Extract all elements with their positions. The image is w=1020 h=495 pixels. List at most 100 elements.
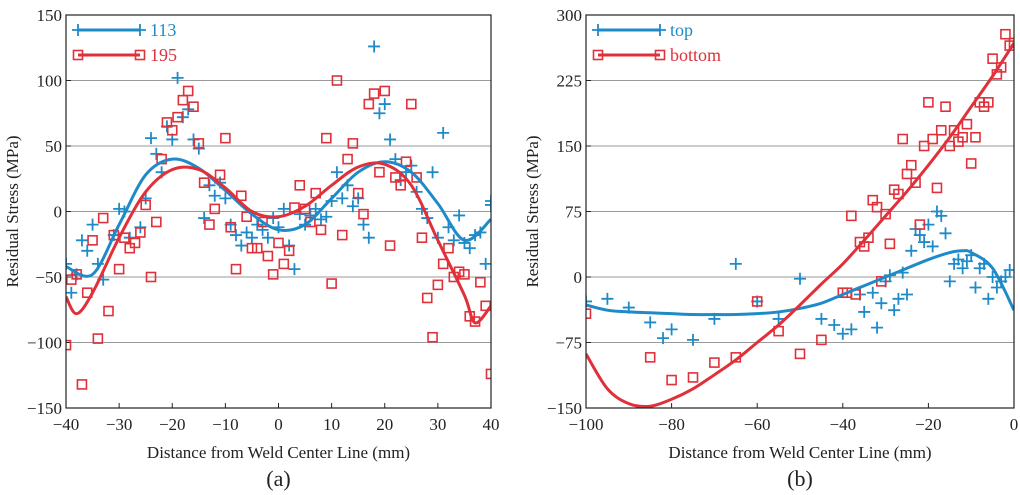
point-a-plus-74: [463, 242, 476, 255]
point-a-square-33: [236, 190, 247, 202]
point-b-square-12: [846, 210, 857, 222]
legend-label-a-1: 195: [150, 45, 177, 65]
point-b-plus-0: [586, 295, 592, 308]
y-axis-label-b: Residual Stress (MPa): [523, 135, 542, 287]
legend-b: top bottom: [592, 20, 721, 65]
legend-marker-b-1-right: [654, 49, 666, 61]
point-a-square-55: [352, 187, 364, 199]
point-a-plus-21: [182, 103, 195, 116]
point-a-square-9: [108, 229, 120, 241]
point-a-square-27: [204, 219, 215, 230]
x-tick-label-b-4: −20: [915, 415, 942, 434]
point-a-square-72: [443, 242, 454, 254]
legend-marker-b-0-right: [654, 24, 666, 36]
point-a-square-60: [379, 85, 391, 97]
point-b-square-39: [961, 118, 973, 130]
x-tick-label-a-2: −20: [159, 415, 186, 434]
x-tick-label-b-2: −60: [744, 415, 771, 434]
point-a-square-59: [374, 166, 385, 178]
point-b-square-50: [1008, 37, 1014, 49]
point-a-plus-5: [86, 218, 99, 231]
plot-frame-a: [65, 14, 492, 409]
point-b-square-25: [901, 168, 913, 180]
plot-frame-b: [585, 14, 1015, 409]
x-tick-label-a-6: 20: [376, 415, 393, 434]
point-b-plus-12: [815, 312, 828, 325]
fit-line-b-1: [586, 42, 1014, 408]
point-a-square-50: [326, 278, 337, 289]
point-b-plus-15: [845, 323, 858, 336]
point-a-square-34: [241, 211, 252, 223]
point-b-plus-3: [644, 316, 657, 329]
point-b-square-27: [910, 177, 921, 188]
point-b-plus-10: [772, 312, 785, 325]
point-a-square-5: [87, 235, 98, 246]
point-a-square-38: [262, 250, 274, 262]
y-tick-label-a-6: 150: [37, 6, 63, 25]
point-a-plus-33: [245, 231, 258, 244]
point-a-square-8: [103, 305, 114, 317]
point-b-plus-36: [943, 275, 956, 288]
point-b-plus-42: [969, 281, 982, 294]
point-a-plus-50: [336, 192, 349, 205]
point-b-plus-27: [905, 244, 918, 257]
x-tick-label-a-4: 0: [274, 415, 283, 434]
point-a-plus-54: [357, 218, 370, 231]
point-b-plus-35: [939, 227, 952, 240]
y-tick-label-a-4: 50: [45, 137, 62, 156]
point-b-plus-26: [901, 288, 913, 301]
y-tick-label-a-3: 0: [54, 203, 63, 222]
y-tick-label-a-2: −50: [35, 268, 62, 287]
point-a-square-41: [278, 258, 290, 270]
point-a-plus-69: [437, 126, 450, 139]
point-b-square-29: [918, 140, 930, 152]
x-tick-label-a-1: −30: [106, 415, 133, 434]
point-a-square-66: [411, 172, 422, 183]
point-a-plus-26: [208, 189, 221, 202]
point-a-square-75: [459, 269, 470, 280]
point-b-plus-29: [913, 229, 926, 242]
point-a-square-56: [358, 208, 369, 220]
point-a-square-0: [66, 339, 72, 351]
point-b-square-45: [987, 53, 998, 64]
point-a-square-25: [193, 138, 205, 149]
point-b-square-16: [863, 232, 874, 243]
point-b-square-8: [794, 348, 806, 360]
legend-label-b-0: top: [670, 20, 693, 40]
point-b-square-41: [970, 131, 981, 143]
point-b-square-31: [927, 133, 938, 145]
fit-line-a-0: [66, 157, 491, 278]
x-axis-label-a: Distance from Weld Center Line (mm): [147, 443, 410, 462]
point-a-plus-19: [171, 71, 184, 84]
legend-marker-a-0-left: [72, 24, 84, 36]
point-a-plus-49: [330, 166, 343, 179]
point-a-plus-25: [203, 179, 216, 192]
point-b-square-3: [687, 372, 699, 383]
point-b-plus-17: [858, 305, 871, 318]
point-a-square-17: [151, 216, 162, 228]
point-a-square-67: [416, 232, 428, 243]
x-tick-label-a-8: 40: [483, 415, 500, 434]
point-a-square-7: [97, 212, 109, 224]
point-a-plus-31: [235, 239, 248, 252]
point-b-plus-47: [990, 281, 1003, 294]
point-a-plus-57: [373, 107, 386, 120]
point-a-plus-1: [66, 286, 78, 299]
point-a-plus-77: [479, 257, 491, 270]
point-a-plus-52: [346, 200, 359, 213]
point-b-square-6: [751, 296, 763, 307]
y-tick-label-b-2: 0: [574, 268, 583, 287]
point-a-plus-71: [447, 234, 460, 247]
point-b-square-24: [897, 133, 909, 145]
legend-marker-b-1-left: [592, 49, 604, 61]
point-a-square-13: [129, 237, 141, 249]
point-a-square-54: [347, 138, 359, 149]
panel-label-a: (a): [266, 466, 290, 491]
point-b-square-21: [884, 238, 896, 250]
x-tick-label-a-3: −10: [212, 415, 239, 434]
point-a-square-10: [113, 263, 125, 275]
point-a-square-61: [384, 240, 396, 251]
